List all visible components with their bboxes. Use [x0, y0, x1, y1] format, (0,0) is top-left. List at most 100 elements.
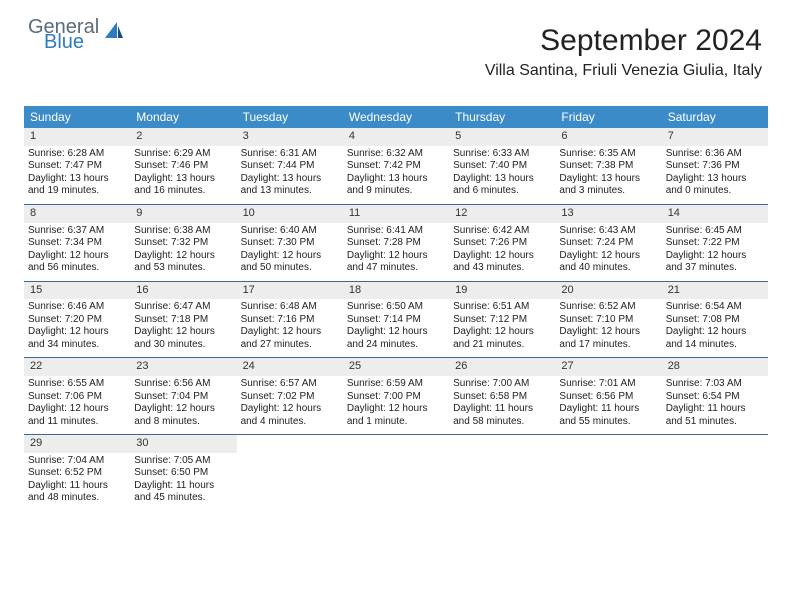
day-cell: 15Sunrise: 6:46 AMSunset: 7:20 PMDayligh… [24, 282, 130, 358]
day-number: 20 [555, 282, 661, 300]
week-row: 22Sunrise: 6:55 AMSunset: 7:06 PMDayligh… [24, 358, 768, 435]
day-body: Sunrise: 6:37 AMSunset: 7:34 PMDaylight:… [24, 223, 130, 281]
daylight-line: Daylight: 13 hours and 0 minutes. [666, 173, 764, 198]
week-row: 29Sunrise: 7:04 AMSunset: 6:52 PMDayligh… [24, 435, 768, 511]
day-number: 3 [237, 128, 343, 146]
day-body: Sunrise: 6:48 AMSunset: 7:16 PMDaylight:… [237, 299, 343, 357]
day-cell: 1Sunrise: 6:28 AMSunset: 7:47 PMDaylight… [24, 128, 130, 204]
weekday-header: Sunday [24, 106, 130, 128]
day-cell: 9Sunrise: 6:38 AMSunset: 7:32 PMDaylight… [130, 205, 236, 281]
sunset-line: Sunset: 7:42 PM [347, 160, 445, 173]
day-number: 6 [555, 128, 661, 146]
day-body: Sunrise: 6:42 AMSunset: 7:26 PMDaylight:… [449, 223, 555, 281]
sunrise-line: Sunrise: 6:32 AM [347, 148, 445, 161]
day-body: Sunrise: 6:46 AMSunset: 7:20 PMDaylight:… [24, 299, 130, 357]
daylight-line: Daylight: 12 hours and 8 minutes. [134, 403, 232, 428]
daylight-line: Daylight: 12 hours and 40 minutes. [559, 250, 657, 275]
day-number: 1 [24, 128, 130, 146]
sunset-line: Sunset: 6:52 PM [28, 467, 126, 480]
day-body: Sunrise: 6:55 AMSunset: 7:06 PMDaylight:… [24, 376, 130, 434]
sunset-line: Sunset: 7:28 PM [347, 237, 445, 250]
day-body: Sunrise: 6:45 AMSunset: 7:22 PMDaylight:… [662, 223, 768, 281]
daylight-line: Daylight: 12 hours and 27 minutes. [241, 326, 339, 351]
sunrise-line: Sunrise: 7:03 AM [666, 378, 764, 391]
weekday-header: Wednesday [343, 106, 449, 128]
day-body: Sunrise: 7:04 AMSunset: 6:52 PMDaylight:… [24, 453, 130, 511]
day-number: 18 [343, 282, 449, 300]
sunrise-line: Sunrise: 6:50 AM [347, 301, 445, 314]
day-body: Sunrise: 6:56 AMSunset: 7:04 PMDaylight:… [130, 376, 236, 434]
sunset-line: Sunset: 7:26 PM [453, 237, 551, 250]
empty-cell [449, 435, 555, 511]
daylight-line: Daylight: 12 hours and 4 minutes. [241, 403, 339, 428]
day-cell: 27Sunrise: 7:01 AMSunset: 6:56 PMDayligh… [555, 358, 661, 434]
day-body: Sunrise: 6:32 AMSunset: 7:42 PMDaylight:… [343, 146, 449, 204]
daylight-line: Daylight: 12 hours and 1 minute. [347, 403, 445, 428]
page-title: September 2024 [540, 24, 762, 58]
sunrise-line: Sunrise: 7:01 AM [559, 378, 657, 391]
daylight-line: Daylight: 12 hours and 30 minutes. [134, 326, 232, 351]
day-cell: 13Sunrise: 6:43 AMSunset: 7:24 PMDayligh… [555, 205, 661, 281]
day-cell: 28Sunrise: 7:03 AMSunset: 6:54 PMDayligh… [662, 358, 768, 434]
day-body: Sunrise: 6:28 AMSunset: 7:47 PMDaylight:… [24, 146, 130, 204]
day-cell: 2Sunrise: 6:29 AMSunset: 7:46 PMDaylight… [130, 128, 236, 204]
sunrise-line: Sunrise: 7:04 AM [28, 455, 126, 468]
empty-cell [662, 435, 768, 511]
daylight-line: Daylight: 11 hours and 55 minutes. [559, 403, 657, 428]
day-body: Sunrise: 6:31 AMSunset: 7:44 PMDaylight:… [237, 146, 343, 204]
day-cell: 29Sunrise: 7:04 AMSunset: 6:52 PMDayligh… [24, 435, 130, 511]
day-number: 21 [662, 282, 768, 300]
day-body: Sunrise: 6:40 AMSunset: 7:30 PMDaylight:… [237, 223, 343, 281]
daylight-line: Daylight: 13 hours and 19 minutes. [28, 173, 126, 198]
day-number: 7 [662, 128, 768, 146]
daylight-line: Daylight: 12 hours and 21 minutes. [453, 326, 551, 351]
sunrise-line: Sunrise: 6:43 AM [559, 225, 657, 238]
daylight-line: Daylight: 11 hours and 58 minutes. [453, 403, 551, 428]
day-cell: 23Sunrise: 6:56 AMSunset: 7:04 PMDayligh… [130, 358, 236, 434]
day-number: 29 [24, 435, 130, 453]
day-cell: 6Sunrise: 6:35 AMSunset: 7:38 PMDaylight… [555, 128, 661, 204]
sunset-line: Sunset: 7:44 PM [241, 160, 339, 173]
day-cell: 7Sunrise: 6:36 AMSunset: 7:36 PMDaylight… [662, 128, 768, 204]
sunrise-line: Sunrise: 6:28 AM [28, 148, 126, 161]
sunset-line: Sunset: 7:24 PM [559, 237, 657, 250]
sunrise-line: Sunrise: 6:48 AM [241, 301, 339, 314]
day-number: 16 [130, 282, 236, 300]
daylight-line: Daylight: 13 hours and 13 minutes. [241, 173, 339, 198]
sunset-line: Sunset: 7:16 PM [241, 314, 339, 327]
daylight-line: Daylight: 12 hours and 34 minutes. [28, 326, 126, 351]
day-cell: 17Sunrise: 6:48 AMSunset: 7:16 PMDayligh… [237, 282, 343, 358]
day-number: 24 [237, 358, 343, 376]
sunset-line: Sunset: 7:30 PM [241, 237, 339, 250]
day-cell: 14Sunrise: 6:45 AMSunset: 7:22 PMDayligh… [662, 205, 768, 281]
sunset-line: Sunset: 6:54 PM [666, 391, 764, 404]
day-body: Sunrise: 7:03 AMSunset: 6:54 PMDaylight:… [662, 376, 768, 434]
day-number: 8 [24, 205, 130, 223]
day-number: 17 [237, 282, 343, 300]
sunset-line: Sunset: 7:02 PM [241, 391, 339, 404]
day-number: 10 [237, 205, 343, 223]
day-cell: 11Sunrise: 6:41 AMSunset: 7:28 PMDayligh… [343, 205, 449, 281]
week-row: 15Sunrise: 6:46 AMSunset: 7:20 PMDayligh… [24, 282, 768, 359]
day-cell: 16Sunrise: 6:47 AMSunset: 7:18 PMDayligh… [130, 282, 236, 358]
sunrise-line: Sunrise: 6:31 AM [241, 148, 339, 161]
sunrise-line: Sunrise: 6:45 AM [666, 225, 764, 238]
day-number: 27 [555, 358, 661, 376]
sunrise-line: Sunrise: 7:00 AM [453, 378, 551, 391]
day-body: Sunrise: 6:57 AMSunset: 7:02 PMDaylight:… [237, 376, 343, 434]
day-body: Sunrise: 6:43 AMSunset: 7:24 PMDaylight:… [555, 223, 661, 281]
sunrise-line: Sunrise: 6:33 AM [453, 148, 551, 161]
sunrise-line: Sunrise: 6:54 AM [666, 301, 764, 314]
day-body: Sunrise: 6:59 AMSunset: 7:00 PMDaylight:… [343, 376, 449, 434]
day-number: 5 [449, 128, 555, 146]
sunrise-line: Sunrise: 6:41 AM [347, 225, 445, 238]
day-number: 23 [130, 358, 236, 376]
sunrise-line: Sunrise: 6:38 AM [134, 225, 232, 238]
sunrise-line: Sunrise: 6:40 AM [241, 225, 339, 238]
daylight-line: Daylight: 12 hours and 37 minutes. [666, 250, 764, 275]
sunset-line: Sunset: 7:47 PM [28, 160, 126, 173]
empty-cell [343, 435, 449, 511]
sunset-line: Sunset: 7:40 PM [453, 160, 551, 173]
sunrise-line: Sunrise: 6:56 AM [134, 378, 232, 391]
day-number: 15 [24, 282, 130, 300]
